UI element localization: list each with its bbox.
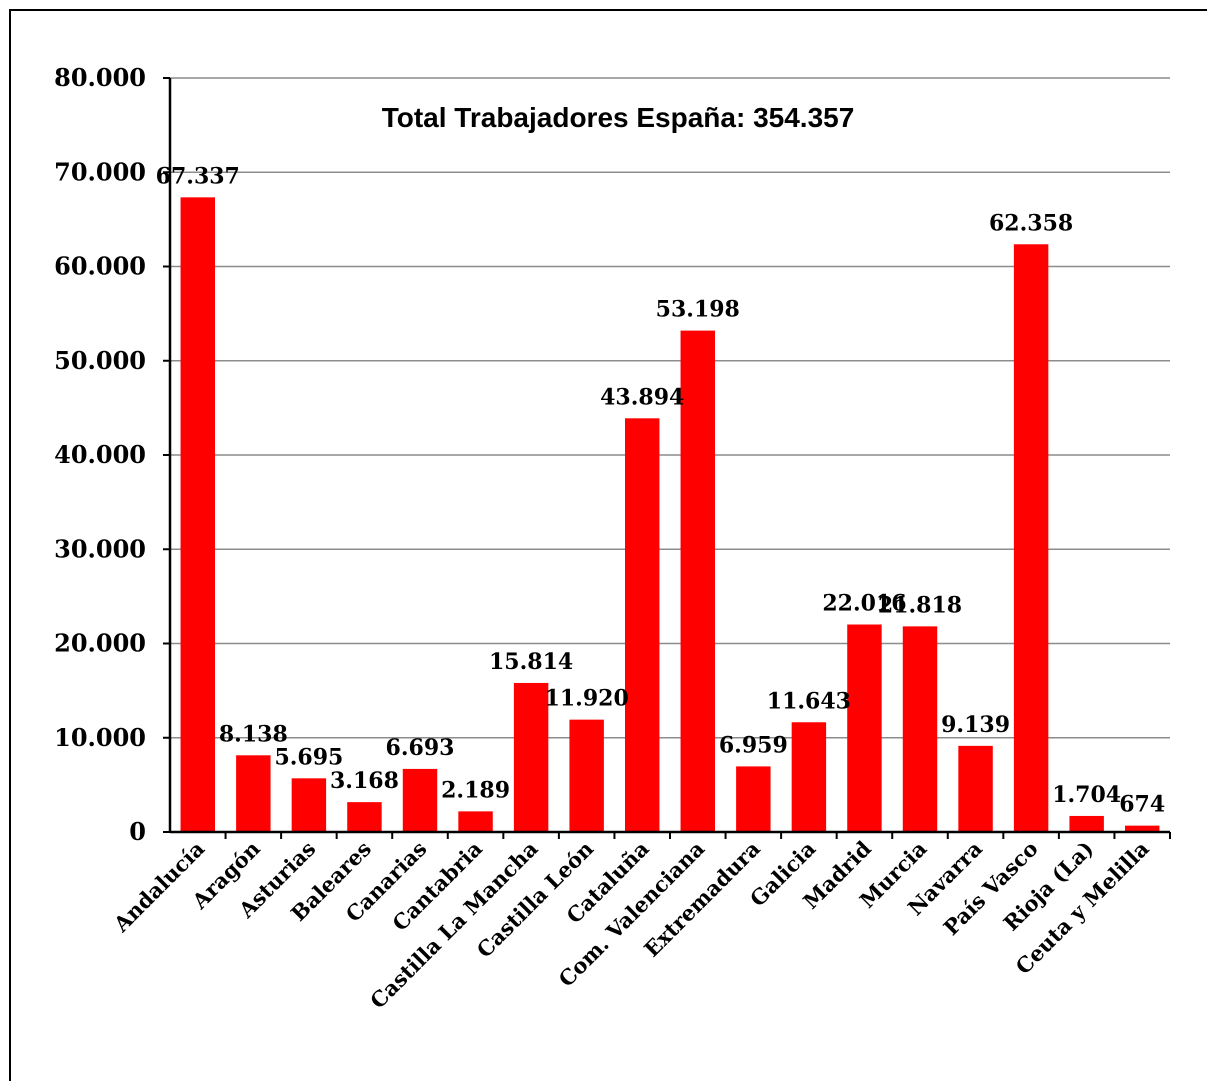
data-label: 11.920: [545, 686, 629, 712]
y-tick-label: 20.000: [54, 629, 146, 658]
data-label: 6.693: [386, 735, 455, 761]
data-label: 5.695: [274, 744, 343, 770]
y-tick-label: 80.000: [54, 63, 146, 92]
bar: [180, 197, 215, 833]
bar: [902, 626, 938, 832]
data-label: 1.704: [1052, 782, 1121, 808]
bar: [625, 418, 660, 832]
data-label: 3.168: [330, 768, 399, 794]
y-tick-label: 70.000: [54, 157, 146, 186]
y-tick-label: 10.000: [54, 723, 146, 752]
y-tick-labels: 0 10.000 20.000 30.000 40.000 50.000 60.000 70.…: [54, 63, 146, 846]
data-label: 2.189: [441, 777, 510, 803]
bars: [180, 197, 1160, 833]
bar: [1125, 825, 1160, 832]
bar: [736, 766, 771, 832]
bar: [458, 811, 493, 832]
bar: [291, 778, 327, 832]
data-label: 8.138: [219, 721, 288, 747]
bar: [347, 802, 382, 832]
bar: [513, 682, 549, 832]
category-labels: AndalucíaAragónAsturiasBalearesCanariasC…: [108, 836, 1154, 1014]
bar: [680, 330, 715, 832]
y-tick-label: 50.000: [54, 346, 146, 375]
data-label: 43.894: [600, 384, 684, 410]
y-tick-label: 0: [129, 817, 146, 846]
data-label: 53.198: [656, 297, 740, 323]
bar: [847, 624, 882, 832]
bar: [958, 745, 993, 832]
data-label: 62.358: [989, 210, 1073, 236]
bar: [236, 755, 271, 832]
category-label: Andalucía: [108, 836, 210, 938]
data-label: 11.643: [767, 688, 851, 714]
data-label: 67.337: [156, 163, 240, 189]
gridlines: [170, 77, 1170, 739]
axes: [163, 77, 1171, 839]
data-label: 674: [1119, 792, 1165, 818]
y-tick-label: 40.000: [54, 440, 146, 469]
bar: [1013, 244, 1049, 832]
data-label: 15.814: [489, 649, 573, 675]
data-label: 22.016: [822, 590, 906, 616]
bar: [569, 719, 604, 832]
chart-title: Total Trabajadores España: 354.357: [382, 102, 855, 133]
bar: [402, 768, 438, 832]
bar: [791, 722, 827, 832]
data-label: 9.139: [941, 712, 1010, 738]
data-label: 21.818: [878, 592, 962, 618]
y-tick-label: 30.000: [54, 534, 146, 563]
data-label: 6.959: [719, 732, 788, 758]
bar: [1069, 815, 1104, 832]
y-tick-label: 60.000: [54, 252, 146, 281]
